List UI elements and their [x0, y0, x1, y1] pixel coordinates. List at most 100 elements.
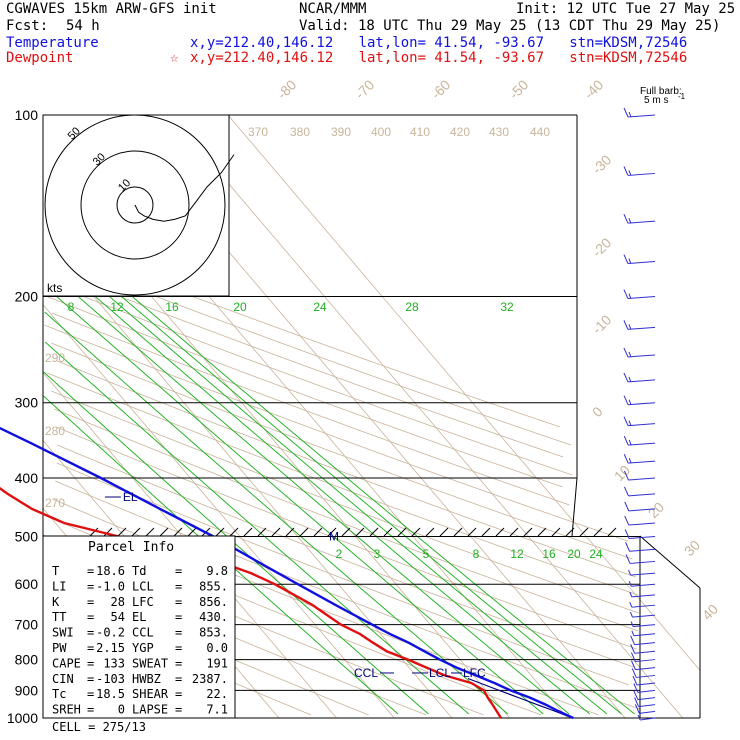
wind-barb-staff — [629, 535, 656, 539]
parcel-param-name: YGP — [132, 641, 154, 655]
isotherm-label: 30 — [681, 537, 703, 559]
parcel-equals: = — [87, 703, 94, 717]
dewpoint-profile — [0, 486, 503, 719]
hatch-mark — [467, 527, 477, 537]
theta-label: 410 — [410, 125, 430, 139]
parcel-param-value: 2.15 — [96, 641, 125, 655]
parcel-param-value: 0 — [118, 703, 125, 717]
parcel-equals: = — [175, 626, 182, 640]
hodograph-ring — [116, 186, 154, 224]
dry-adiabat-line — [47, 372, 639, 596]
mixing-ratio-label: 24 — [313, 300, 327, 314]
wind-barb-staff — [637, 697, 656, 701]
dry-adiabat-label: 270 — [45, 496, 65, 510]
parcel-equals: = — [87, 626, 94, 640]
wind-barb-staff — [632, 614, 656, 618]
wind-barb-flag — [630, 652, 636, 662]
parcel-param-value: 18.6 — [96, 564, 125, 578]
isotherm-line — [42, 236, 453, 719]
pressure-tick-label: 100 — [15, 107, 39, 123]
parcel-equals: = — [87, 672, 94, 686]
forecast-hour: 54 h — [66, 18, 100, 34]
wind-barb-staff — [627, 326, 656, 330]
hatch-mark — [551, 527, 561, 537]
org-label: NCAR/MMM — [299, 1, 367, 17]
hatch-mark — [495, 527, 505, 537]
isotherm-label: -50 — [506, 76, 532, 102]
parcel-param-name: HWBZ — [132, 672, 161, 686]
parcel-param-name: CCL — [132, 626, 154, 640]
theta-label: 440 — [530, 125, 550, 139]
mixing-ratio-label: 5 — [423, 547, 430, 561]
isotherm-label: -80 — [274, 76, 300, 102]
hodograph-ring — [44, 114, 226, 296]
barb-key-label: Full barb: — [640, 86, 682, 97]
wind-barb-staff — [635, 667, 656, 671]
parcel-equals: = — [87, 579, 94, 593]
parcel-param-name: EL — [132, 610, 146, 624]
isotherm-label: -40 — [581, 76, 607, 102]
wind-barb-staff — [627, 172, 656, 176]
wind-barb-flag — [625, 554, 631, 564]
mixing-ratio-label: 20 — [233, 300, 247, 314]
parcel-param-name: SREH — [52, 703, 81, 717]
hodograph-units-label: kts — [47, 281, 62, 295]
mixing-ratio-label: 12 — [110, 300, 124, 314]
parcel-param-value: -0.2 — [96, 626, 125, 640]
parcel-equals: = — [87, 564, 94, 578]
theta-label: 430 — [489, 125, 509, 139]
parcel-param-value: 0.0 — [206, 641, 228, 655]
wind-barb-flag — [623, 254, 629, 264]
wind-barb-half — [628, 111, 632, 118]
lfc-label: LFC — [463, 666, 486, 680]
wind-barb-flag — [623, 395, 629, 405]
hatch-mark — [397, 527, 407, 537]
parcel-param-name: LCL — [132, 579, 154, 593]
parcel-equals: = — [87, 656, 94, 670]
parcel-param-name: CIN — [52, 672, 74, 686]
wind-barb-half — [628, 420, 632, 426]
wind-barb-staff — [635, 659, 656, 663]
dry-adiabat-line — [57, 360, 636, 578]
wind-barb-flag — [623, 213, 629, 224]
dry-adiabat-line — [43, 294, 563, 488]
init-time: Init: 12 UTC Tue 27 May 25 — [516, 1, 736, 17]
dry-adiabat-line — [51, 390, 639, 614]
lcl-label: LCL — [429, 666, 451, 680]
wind-barb-flag — [630, 660, 636, 670]
wind-barb-staff — [633, 633, 656, 637]
hatch-mark — [523, 527, 533, 537]
hatch-mark — [243, 527, 253, 537]
wind-barb-flag — [625, 542, 631, 552]
parcel-param-value: 856. — [199, 595, 228, 609]
parcel-param-value: 430. — [199, 610, 228, 624]
hatch-mark — [327, 527, 337, 537]
wind-barb-flag — [624, 529, 630, 539]
parcel-param-value: 18.5 — [96, 687, 125, 701]
parcel-param-name: LAPSE — [132, 703, 168, 717]
hatch-mark — [159, 527, 169, 537]
isotherm-label: -60 — [428, 76, 454, 102]
wind-barb-half — [629, 611, 633, 618]
hatch-mark — [425, 527, 435, 537]
hatch-mark — [89, 527, 99, 537]
wind-barb-staff — [631, 604, 656, 608]
mixing-ratio-label: 16 — [165, 300, 179, 314]
wind-barb-half — [628, 399, 632, 405]
theta-label: 380 — [290, 125, 310, 139]
hodograph-frame — [42, 114, 230, 297]
hatch-mark — [439, 527, 449, 537]
mixing-ratio-label: 28 — [405, 300, 419, 314]
dry-adiabat-line — [51, 342, 633, 560]
wind-barb-staff — [636, 682, 656, 686]
theta-label: 370 — [248, 125, 268, 139]
pressure-tick-label: 900 — [15, 682, 39, 698]
dry-adiabat-line — [44, 324, 628, 542]
hatch-mark — [229, 527, 239, 537]
mixing-ratio-label: 2 — [336, 547, 343, 561]
hatch-mark — [145, 527, 155, 537]
hatch-mark — [453, 527, 463, 537]
wind-barb-staff — [628, 460, 656, 464]
wind-barb-flag — [623, 372, 629, 383]
